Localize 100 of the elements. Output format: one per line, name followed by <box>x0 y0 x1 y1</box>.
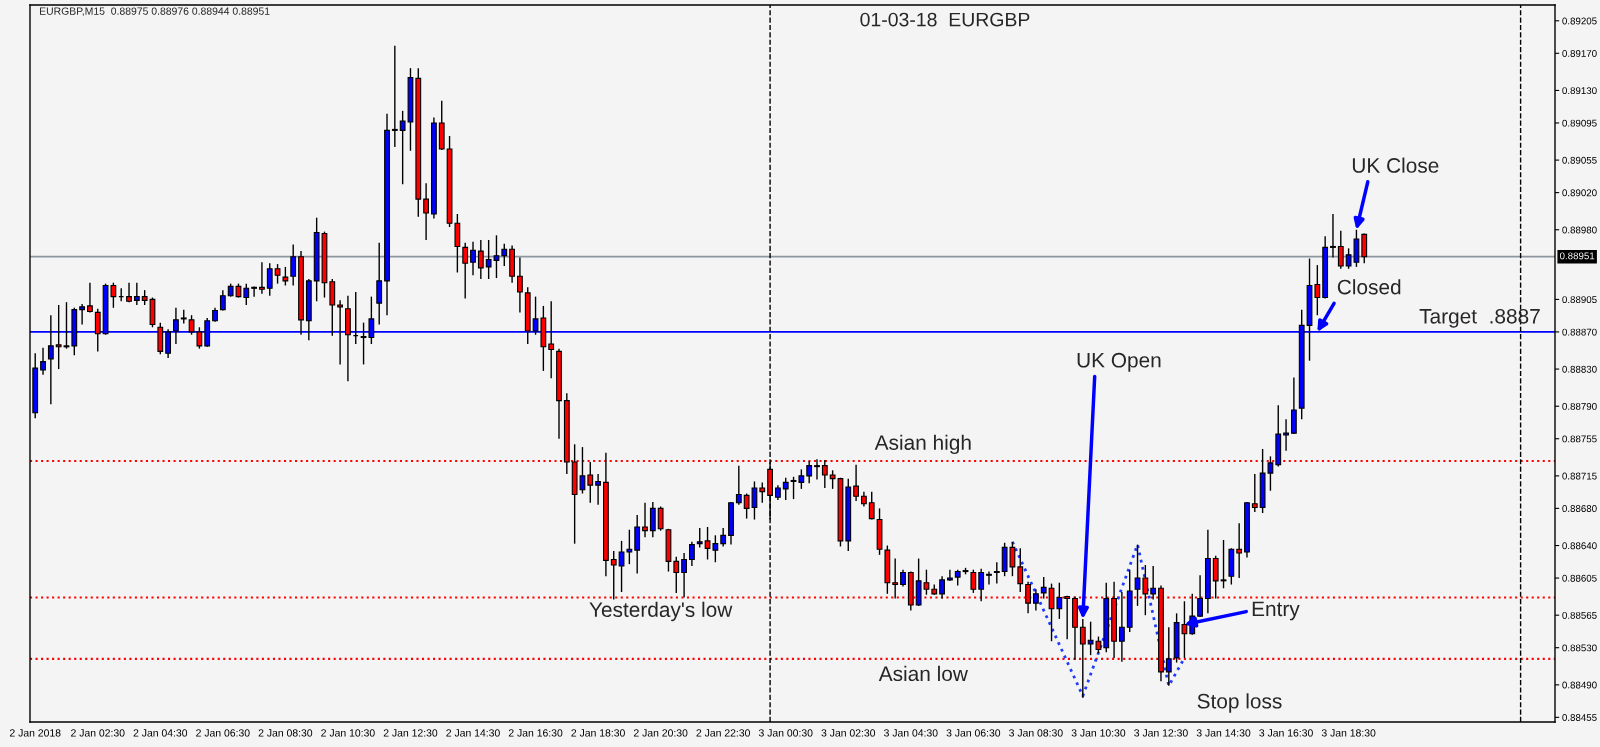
x-tick-label: 3 Jan 06:30 <box>946 729 1001 737</box>
y-tick-label: 0.89095 <box>1562 119 1597 127</box>
annotation: Asian low <box>878 665 968 682</box>
annotation: Yesterday's low <box>589 601 733 622</box>
candlestick <box>696 527 703 549</box>
annotation: Asian high <box>874 434 971 455</box>
x-tick-label: 3 Jan 00:30 <box>758 729 813 737</box>
candlestick <box>1032 588 1039 612</box>
y-tick-label: 0.88790 <box>1562 402 1597 410</box>
x-tick-label: 2 Jan 22:30 <box>696 729 750 737</box>
candlestick <box>587 461 594 504</box>
x-tick-label: 2 Jan 04:30 <box>133 729 188 737</box>
candlestick <box>946 568 953 582</box>
annotation: Closed <box>1337 279 1401 295</box>
candlestick <box>329 278 336 337</box>
chart-title: 01-03-18 EURGBP <box>860 12 1030 27</box>
x-tick-label: 3 Jan 04:30 <box>883 729 938 737</box>
candlestick <box>470 241 476 276</box>
candlestick <box>462 242 469 300</box>
candlestick <box>40 347 46 376</box>
candlestick <box>634 514 641 575</box>
candlestick <box>548 300 555 380</box>
x-tick-label: 3 Jan 14:30 <box>1196 729 1251 737</box>
y-tick-label: 0.88980 <box>1562 226 1597 234</box>
candlestick <box>642 502 648 538</box>
candlestick <box>735 464 742 506</box>
candlestick <box>1236 522 1243 579</box>
y-tick-label: 0.88530 <box>1562 644 1597 652</box>
annotation: Stop loss <box>1197 693 1282 713</box>
x-tick-label: 2 Jan 14:30 <box>446 729 500 737</box>
candlestick <box>1165 626 1172 687</box>
x-tick-label: 3 Jan 12:30 <box>1134 729 1188 737</box>
candlestick <box>477 239 484 280</box>
y-tick-label: 0.88870 <box>1562 328 1597 336</box>
candlestick <box>290 243 297 287</box>
x-tick-label: 2 Jan 10:30 <box>321 729 375 737</box>
annotation: UK Open <box>1077 352 1161 372</box>
candlestick <box>806 460 813 485</box>
candlestick <box>1220 539 1227 589</box>
x-tick-label: 2 Jan 2018 <box>9 729 61 737</box>
candlestick <box>133 282 140 306</box>
candlestick <box>376 242 383 326</box>
candlestick <box>266 262 273 297</box>
y-tick-label: 0.88565 <box>1562 611 1597 619</box>
y-tick-label: 0.89055 <box>1562 156 1597 164</box>
candlestick <box>657 505 664 532</box>
candlestick <box>1150 565 1157 601</box>
candlestick <box>978 568 985 602</box>
candlestick <box>759 481 766 504</box>
candlestick <box>649 501 656 538</box>
x-tick-label: 2 Jan 02:30 <box>71 729 125 737</box>
annotation: Entry <box>1252 601 1300 621</box>
candlestick <box>720 527 727 548</box>
y-tick-label: 0.88680 <box>1562 505 1597 512</box>
x-tick-label: 2 Jan 08:30 <box>258 729 313 737</box>
candlestick <box>282 266 289 287</box>
x-tick-label: 2 Jan 16:30 <box>508 729 563 737</box>
y-tick-label: 0.89020 <box>1562 189 1597 197</box>
candlestick <box>1118 591 1125 663</box>
candlestick <box>1290 376 1297 435</box>
candlestick <box>1251 473 1258 513</box>
y-tick-label: 0.88455 <box>1562 714 1597 721</box>
y-tick-label: 0.88755 <box>1562 435 1597 443</box>
candlestick <box>1197 574 1203 618</box>
candlestick <box>970 568 977 594</box>
candlestick <box>1330 213 1336 259</box>
y-tick-label: 0.88640 <box>1562 542 1597 550</box>
candlestick <box>868 490 875 521</box>
candlestick <box>1337 229 1344 270</box>
x-tick-label: 3 Jan 08:30 <box>1009 729 1063 737</box>
y-tick-label: 0.88605 <box>1562 574 1597 582</box>
line-series <box>1011 540 1186 698</box>
x-tick-label: 3 Jan 16:30 <box>1259 729 1313 737</box>
candlestick <box>423 182 430 241</box>
candlestick <box>595 473 601 506</box>
candlestick <box>243 282 250 306</box>
y-tick-label: 0.89205 <box>1562 17 1597 25</box>
x-tick-label: 3 Jan 18:30 <box>1321 729 1376 737</box>
candlestick <box>681 552 687 599</box>
annotation: Target .8887 <box>1419 308 1540 328</box>
y-tick-label: 0.89170 <box>1562 50 1597 57</box>
y-tick-label: 0.88490 <box>1562 681 1597 689</box>
x-tick-label: 2 Jan 20:30 <box>633 729 688 737</box>
y-tick-label: 0.88715 <box>1562 472 1597 480</box>
candlestick <box>87 282 93 314</box>
ref-line-label: 0.88951 <box>1559 252 1595 260</box>
y-tick-label: 0.88830 <box>1562 365 1597 373</box>
candlestick <box>782 477 789 501</box>
candlestick <box>251 285 258 298</box>
candlestick <box>219 289 226 312</box>
x-tick-label: 3 Jan 02:30 <box>821 729 876 737</box>
candlestick <box>274 263 281 285</box>
candlestick <box>673 555 680 594</box>
x-tick-label: 2 Jan 06:30 <box>196 729 250 737</box>
candlestick <box>501 242 508 267</box>
y-tick-label: 0.88905 <box>1562 296 1597 304</box>
candlestick <box>259 261 265 295</box>
candlestick <box>517 256 523 314</box>
annotation: EURGBP,M15 0.88975 0.88976 0.88944 0.88951 <box>40 7 270 17</box>
x-tick-label: 3 Jan 10:30 <box>1071 729 1126 737</box>
